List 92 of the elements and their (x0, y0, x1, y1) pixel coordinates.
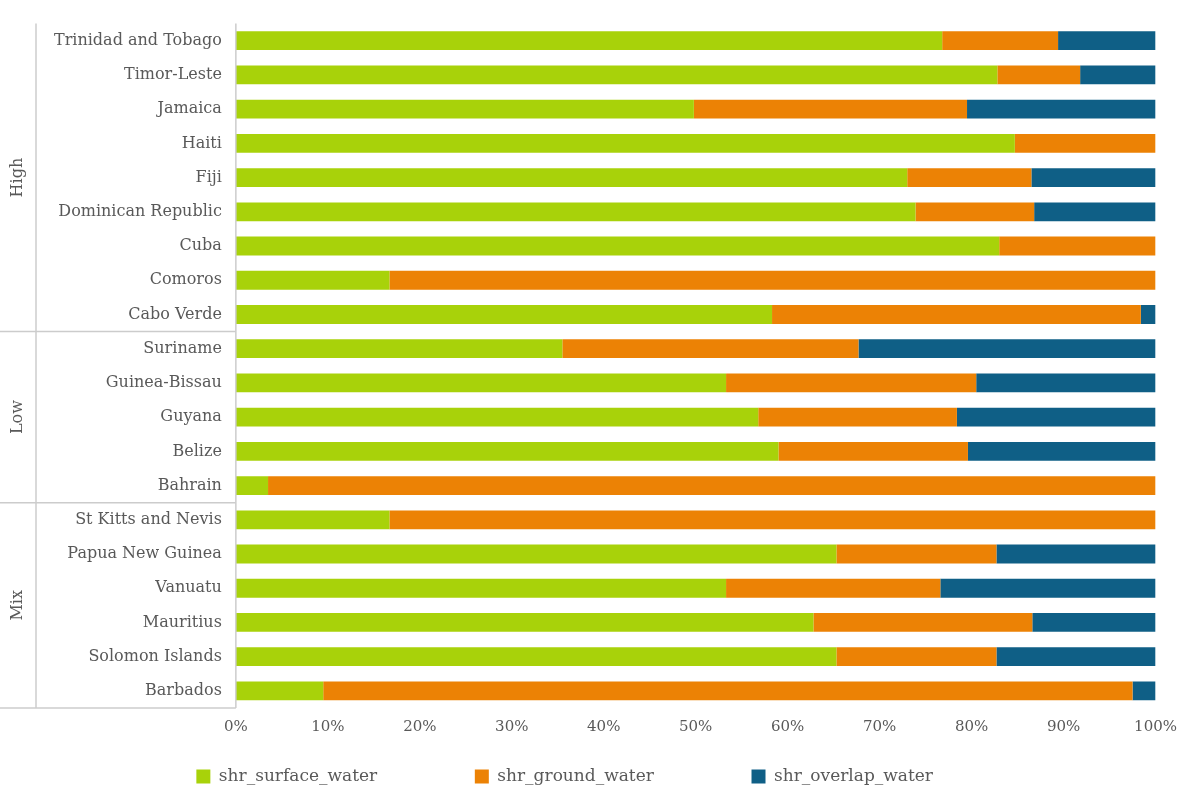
bar (726, 578, 941, 598)
bar (235, 305, 773, 324)
bar (235, 441, 779, 461)
bar (997, 65, 1081, 85)
y-tick-label: Comoros (149, 269, 222, 289)
bar (996, 544, 1156, 564)
bar (976, 373, 1156, 393)
bar (813, 613, 1033, 632)
y-tick-label: Guinea-Bissau (105, 372, 222, 392)
bar (1140, 305, 1156, 324)
text: High (7, 157, 27, 198)
bar (967, 99, 1156, 119)
y-tick-label: Suriname (143, 337, 222, 357)
bar (693, 99, 968, 119)
bar (1034, 202, 1156, 222)
x-tick-label: 20% (403, 716, 437, 735)
legend-label: shr_surface_water (218, 764, 453, 785)
bar (235, 202, 916, 222)
bar (1031, 168, 1156, 187)
bar (942, 31, 1059, 51)
bar (858, 339, 1156, 359)
x-tick-label: 0% (223, 716, 248, 735)
bar (235, 99, 694, 119)
bar (562, 339, 859, 359)
text: Low (7, 399, 27, 435)
bar (235, 510, 390, 530)
y-tick-label: Cabo Verde (128, 303, 222, 323)
y-tick-label: Solomon Islands (88, 645, 222, 665)
x-tick-label: 60% (771, 716, 805, 735)
bar (1014, 133, 1156, 153)
bar (956, 407, 1156, 427)
bar (758, 407, 957, 427)
x-tick-label: 70% (862, 716, 897, 735)
y-tick-label: St Kitts and Nevis (75, 508, 222, 528)
y-tick-label: Guyana (160, 406, 223, 426)
bar (235, 31, 943, 51)
bar (1080, 65, 1156, 85)
bar (323, 681, 1133, 701)
bar (235, 681, 324, 701)
bar (235, 544, 837, 564)
x-tick-label: 50% (679, 716, 713, 735)
bar (389, 270, 1156, 290)
x-tick-label: 30% (495, 716, 529, 735)
y-tick-label: Bahrain (157, 474, 222, 494)
bar (235, 407, 759, 427)
y-tick-label: Trinidad and Tobago (54, 29, 222, 49)
x-tick-label: 90% (1046, 716, 1081, 735)
bar (996, 647, 1156, 667)
bar (235, 133, 1015, 153)
bar (915, 202, 1035, 222)
x-tick-label: 100% (1134, 716, 1177, 735)
bar (389, 510, 1156, 530)
bar (235, 613, 814, 632)
x-tick-label: 10% (311, 716, 345, 735)
bar (235, 647, 837, 667)
legend-label: shr_ground_water (497, 764, 730, 785)
bar (235, 236, 1000, 256)
bar (235, 476, 269, 495)
x-tick-label: 40% (587, 716, 621, 735)
bar (726, 373, 977, 393)
bar (772, 305, 1141, 324)
bar (235, 373, 727, 393)
bar (836, 647, 997, 667)
bar (836, 544, 997, 564)
y-tick-label: Mauritius (142, 611, 222, 631)
y-tick-label: Jamaica (155, 98, 223, 118)
text: Mix (7, 590, 27, 621)
bar (235, 270, 390, 290)
bar (1058, 31, 1156, 51)
legend-label: shr_overlap_water (774, 764, 1009, 785)
bar (999, 236, 1156, 256)
bar (235, 578, 727, 598)
bar (268, 476, 1156, 495)
y-tick-label: Cuba (179, 235, 223, 255)
bar (1132, 681, 1156, 701)
bar (907, 168, 1032, 187)
bar (235, 339, 563, 359)
bar (967, 441, 1156, 461)
y-tick-label: Timor-Leste (124, 64, 222, 84)
bar (778, 441, 968, 461)
y-tick-label: Vanuatu (154, 577, 222, 597)
bar (940, 578, 1156, 598)
y-tick-label: Papua New Guinea (67, 543, 223, 563)
y-tick-label: Barbados (145, 680, 222, 700)
bar (1032, 613, 1156, 632)
y-tick-label: Haiti (181, 132, 222, 152)
x-tick-label: 80% (954, 716, 989, 735)
y-tick-label: Dominican Republic (58, 200, 222, 220)
bar (235, 168, 908, 187)
y-tick-label: Belize (172, 440, 222, 460)
y-tick-label: Fiji (195, 166, 222, 186)
bar (235, 65, 998, 85)
